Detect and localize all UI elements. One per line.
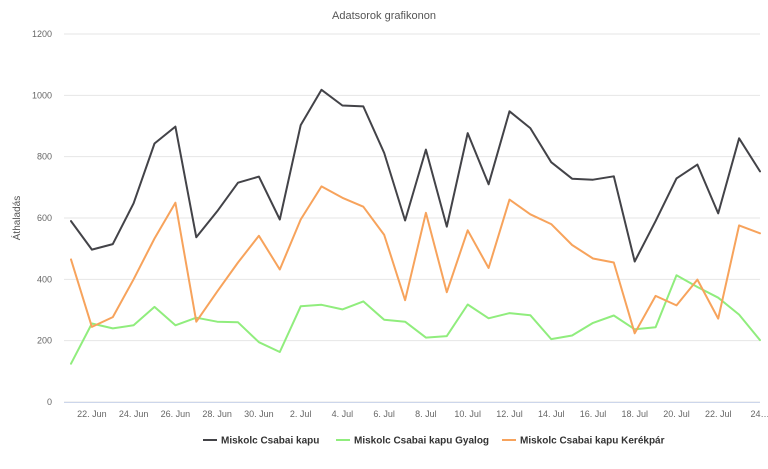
y-tick-label: 1200	[32, 29, 52, 39]
y-axis-ticks: 0 200 400 600 800 1000 1200	[32, 29, 52, 407]
x-tick-label: 24…	[750, 409, 768, 419]
legend-label: Miskolc Csabai kapu Gyalog	[354, 436, 489, 447]
x-axis: 22. Jun 24. Jun 26. Jun 28. Jun 30. Jun 2. Ju…	[64, 402, 768, 419]
x-tick-label: 12. Jul	[496, 409, 523, 419]
y-tick-label: 0	[47, 397, 52, 407]
series-line-2	[70, 274, 761, 365]
y-tick-label: 600	[37, 213, 52, 223]
y-tick-label: 1000	[32, 90, 52, 100]
series-line-3	[70, 185, 761, 335]
grid-lines	[64, 33, 760, 403]
x-tick-label: 22. Jul	[705, 409, 732, 419]
x-tick-label: 4. Jul	[332, 409, 354, 419]
x-tick-label: 24. Jun	[119, 409, 149, 419]
series-lines	[70, 88, 761, 365]
x-tick-label: 8. Jul	[415, 409, 437, 419]
x-tick-label: 6. Jul	[373, 409, 395, 419]
legend[interactable]: Miskolc Csabai kapu Miskolc Csabai kapu G…	[203, 436, 665, 447]
legend-label: Miskolc Csabai kapu Kerékpár	[520, 436, 665, 447]
y-tick-label: 200	[37, 336, 52, 346]
x-tick-label: 28. Jun	[202, 409, 232, 419]
x-tick-label: 26. Jun	[161, 409, 191, 419]
y-tick-label: 400	[37, 274, 52, 284]
legend-item-2[interactable]: Miskolc Csabai kapu Gyalog	[336, 436, 489, 447]
x-tick-label: 22. Jun	[77, 409, 107, 419]
chart-title: Adatsorok grafikonon	[332, 10, 436, 22]
x-tick-label: 20. Jul	[663, 409, 690, 419]
legend-item-3[interactable]: Miskolc Csabai kapu Kerékpár	[502, 436, 665, 447]
x-tick-label: 14. Jul	[538, 409, 565, 419]
x-tick-label: 18. Jul	[621, 409, 648, 419]
x-tick-label: 10. Jul	[454, 409, 481, 419]
y-axis-label: Áthaladás	[10, 196, 23, 240]
x-tick-label: 16. Jul	[580, 409, 607, 419]
x-tick-label: 2. Jul	[290, 409, 312, 419]
legend-item-1[interactable]: Miskolc Csabai kapu	[203, 436, 319, 447]
y-tick-label: 800	[37, 152, 52, 162]
legend-label: Miskolc Csabai kapu	[221, 436, 319, 447]
series-line-1	[70, 88, 761, 263]
x-tick-label: 30. Jun	[244, 409, 274, 419]
